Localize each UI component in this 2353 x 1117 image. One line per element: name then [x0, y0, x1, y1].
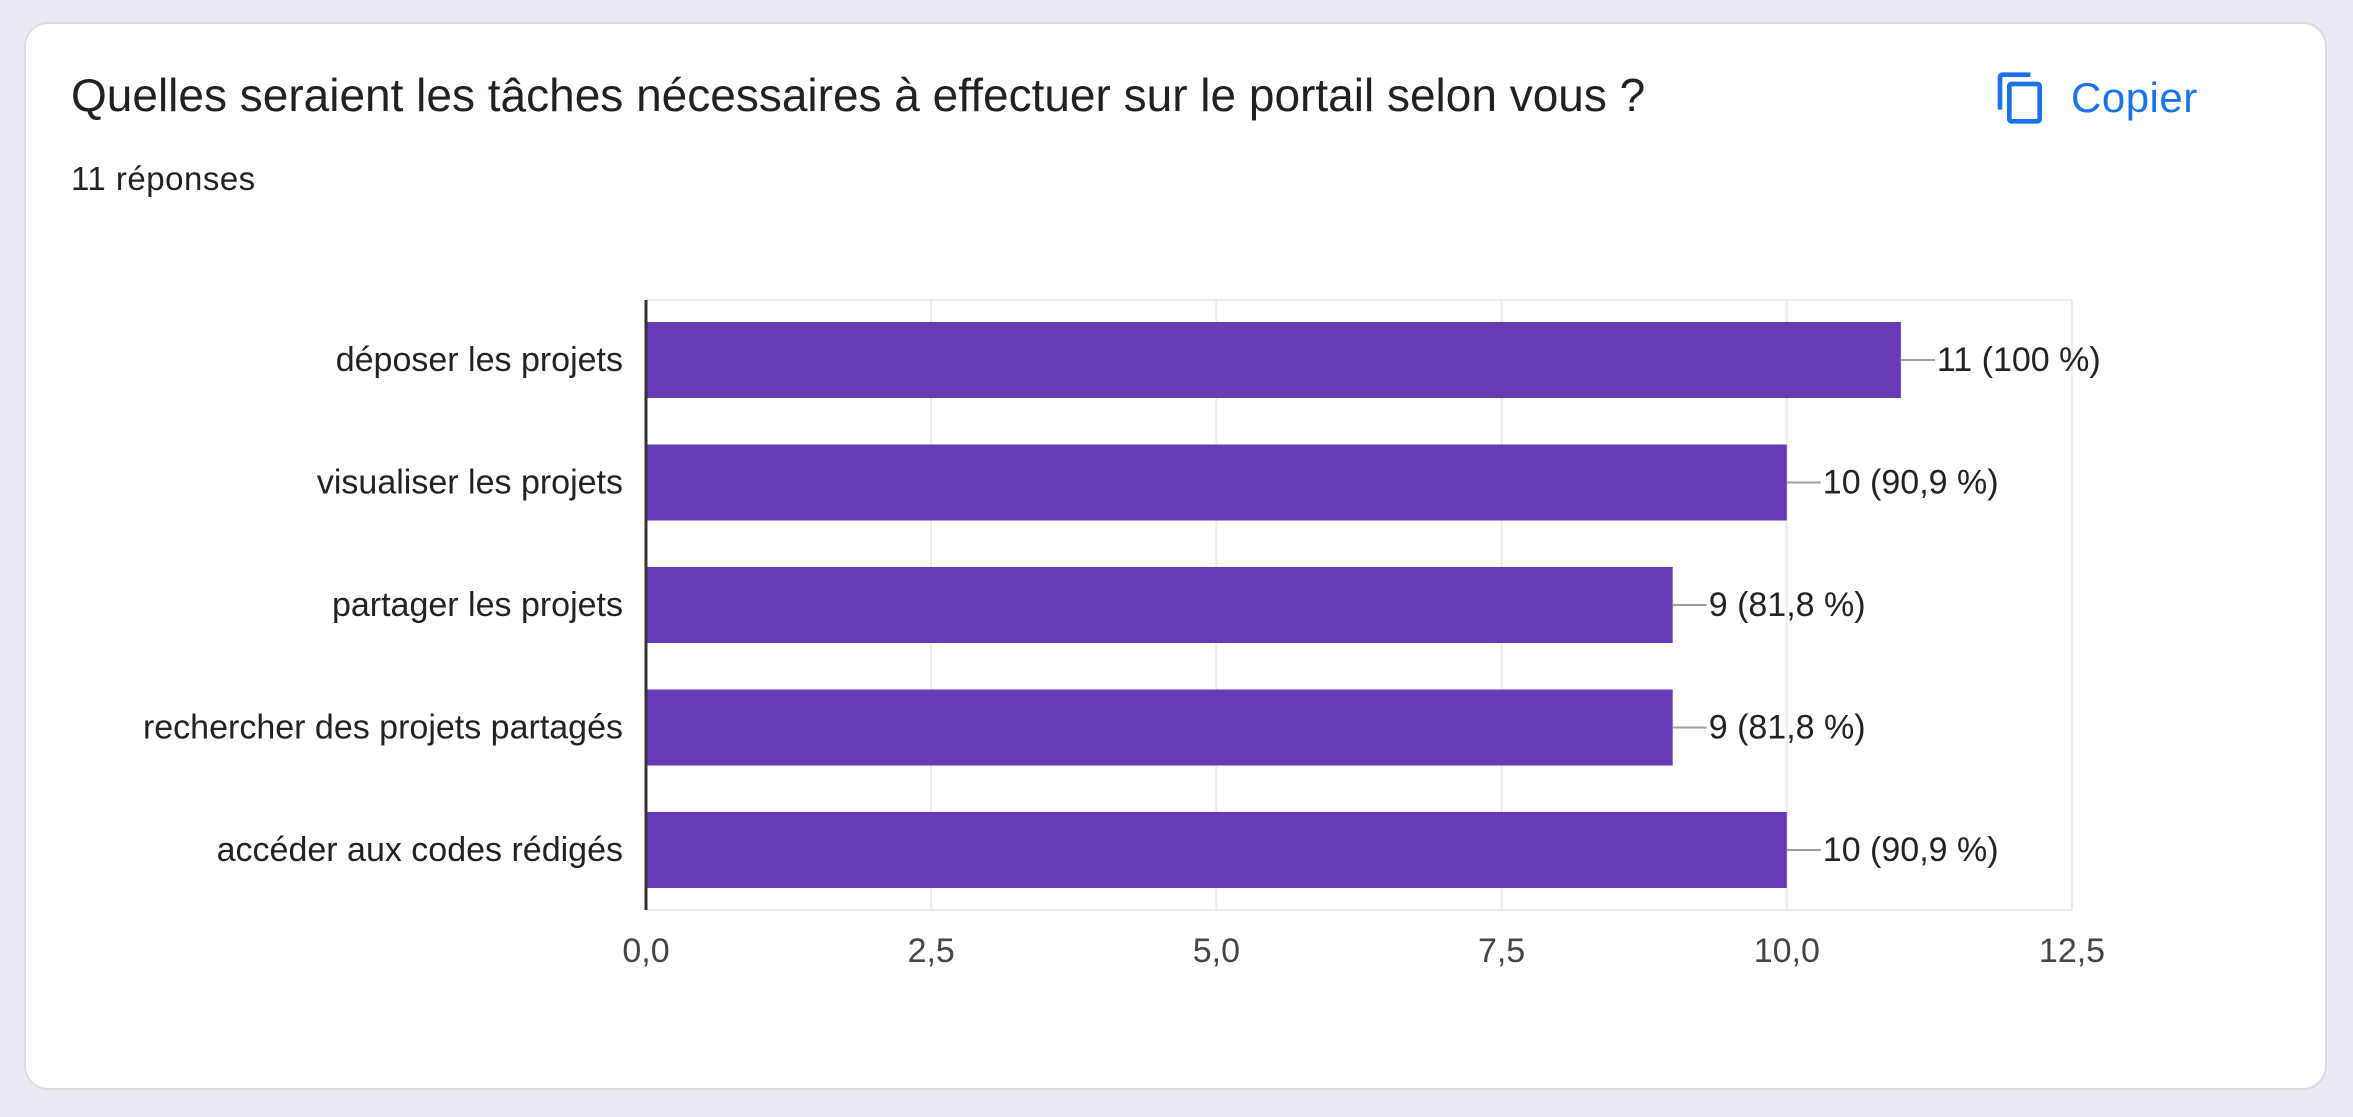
response-count: 11 réponses — [71, 160, 256, 197]
x-tick-label: 2,5 — [908, 932, 955, 970]
x-tick-label: 5,0 — [1193, 932, 1240, 970]
category-label: déposer les projets — [336, 341, 623, 379]
bar — [646, 689, 1673, 766]
data-label: 9 (81,8 %) — [1709, 709, 1866, 747]
x-tick-label: 7,5 — [1478, 932, 1525, 970]
category-label: partager les projets — [332, 586, 623, 624]
bar — [646, 567, 1673, 643]
category-label: accéder aux codes rédigés — [217, 831, 623, 869]
x-tick-label: 12,5 — [2039, 932, 2105, 970]
data-label: 10 (90,9 %) — [1823, 464, 1999, 502]
bar — [646, 812, 1787, 888]
question-card — [24, 22, 2327, 1090]
x-tick-label: 10,0 — [1754, 932, 1820, 970]
x-tick-label: 0,0 — [622, 932, 669, 970]
category-label: visualiser les projets — [317, 464, 623, 502]
data-label: 11 (100 %) — [1937, 341, 2101, 379]
category-label: rechercher des projets partagés — [143, 709, 623, 747]
data-label: 10 (90,9 %) — [1823, 831, 1999, 869]
copy-label: Copier — [2071, 74, 2198, 121]
copy-button[interactable]: Copier — [1985, 58, 2206, 138]
bar — [646, 322, 1901, 398]
bar — [646, 444, 1787, 521]
question-title: Quelles seraient les tâches nécessaires … — [71, 69, 1646, 121]
copy-icon — [1997, 72, 2042, 124]
data-label: 9 (81,8 %) — [1709, 586, 1866, 624]
